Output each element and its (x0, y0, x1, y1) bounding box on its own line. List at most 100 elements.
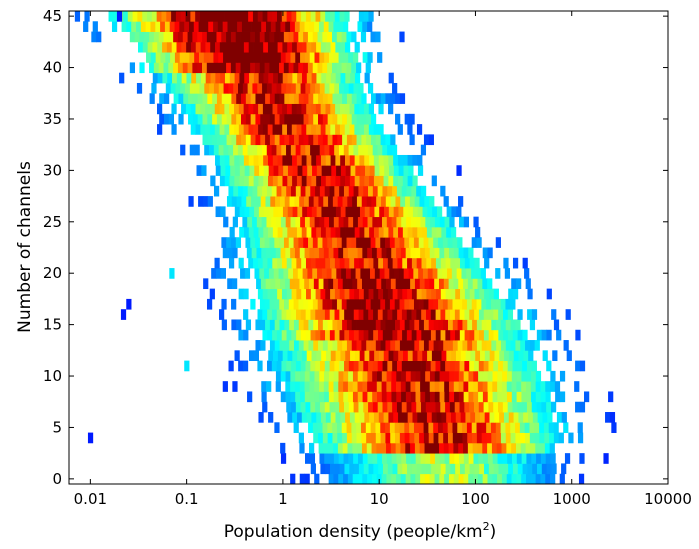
heatmap-cell (379, 165, 385, 176)
heatmap-cell (232, 247, 238, 259)
heatmap-cell (493, 401, 499, 413)
heatmap-cell (263, 175, 269, 187)
heatmap-cell (259, 268, 265, 279)
heatmap-cell (369, 206, 375, 218)
heatmap-cell (232, 381, 238, 392)
heatmap-cell (341, 31, 347, 43)
heatmap-cell (269, 62, 275, 74)
heatmap-cell (314, 391, 320, 403)
heatmap-cell (302, 206, 308, 218)
heatmap-cell (248, 257, 254, 269)
heatmap-cell (506, 391, 513, 403)
heatmap-cell (392, 185, 398, 197)
heatmap-cell (508, 463, 514, 475)
heatmap-cell (280, 52, 287, 63)
heatmap-cell (255, 237, 261, 248)
heatmap-cell (304, 278, 310, 290)
heatmap-cell (270, 278, 276, 290)
heatmap-cell (250, 134, 256, 146)
heatmap-cell (431, 257, 437, 269)
heatmap-cell (264, 268, 270, 279)
heatmap-cell (373, 412, 380, 423)
heatmap-cell (181, 72, 187, 84)
heatmap-cell (339, 82, 345, 94)
heatmap-cell (510, 432, 516, 444)
heatmap-cell (487, 473, 493, 485)
heatmap-cell (248, 226, 255, 238)
heatmap-cell (420, 453, 426, 464)
heatmap-cell (202, 62, 208, 74)
heatmap-cell (413, 298, 420, 310)
heatmap-cell (483, 309, 489, 320)
heatmap-cell (328, 391, 335, 403)
heatmap-cell (380, 237, 386, 248)
heatmap-cell (344, 329, 350, 341)
heatmap-cell (405, 381, 411, 392)
heatmap-cell (243, 288, 249, 300)
heatmap-cell (327, 93, 333, 104)
heatmap-cell (314, 144, 321, 156)
heatmap-cell (324, 453, 330, 464)
heatmap-cell (455, 412, 462, 423)
heatmap-cell (397, 124, 403, 135)
heatmap-cell (470, 412, 476, 423)
heatmap-cell (279, 93, 285, 104)
heatmap-cell (351, 62, 357, 74)
heatmap-cell (391, 473, 397, 485)
heatmap-cell (483, 360, 489, 372)
heatmap-cell (311, 350, 317, 362)
heatmap-cell (441, 412, 447, 423)
heatmap-cell (380, 134, 386, 146)
heatmap-cell (279, 196, 286, 207)
heatmap-cell (239, 72, 245, 84)
heatmap-cell (324, 185, 330, 197)
heatmap-cell (293, 237, 299, 248)
heatmap-cell (236, 134, 242, 146)
heatmap-cell (242, 144, 248, 156)
heatmap-cell (478, 453, 484, 464)
heatmap-cell (318, 432, 324, 444)
heatmap-cell (373, 309, 379, 320)
heatmap-cell (262, 309, 268, 320)
heatmap-cell (333, 52, 339, 63)
heatmap-cell (362, 370, 368, 382)
heatmap-cell (263, 206, 269, 218)
heatmap-cell (338, 453, 344, 464)
heatmap-cell (463, 278, 469, 290)
heatmap-cell (297, 165, 303, 176)
heatmap-cell (298, 237, 304, 248)
heatmap-cell (307, 31, 314, 43)
heatmap-cell (367, 473, 373, 485)
heatmap-cell (440, 309, 446, 320)
heatmap-cell (390, 278, 397, 290)
heatmap-cell (299, 381, 305, 392)
heatmap-cell (390, 340, 396, 351)
heatmap-cell (388, 103, 394, 115)
heatmap-cell (239, 154, 245, 166)
y-tick-label: 10 (43, 367, 62, 385)
heatmap-cell (508, 288, 514, 300)
heatmap-cell (458, 247, 464, 259)
heatmap-cell (311, 103, 317, 115)
y-tick-label: 35 (43, 110, 62, 128)
heatmap-cell (241, 21, 248, 32)
heatmap-cell (385, 196, 392, 207)
heatmap-cell (437, 268, 443, 279)
heatmap-cell (320, 103, 326, 115)
heatmap-cell (482, 391, 489, 403)
heatmap-cell (430, 329, 437, 341)
heatmap-cell (284, 93, 290, 104)
heatmap-cell (439, 216, 445, 228)
heatmap-cell (258, 72, 264, 84)
heatmap-cell (256, 278, 262, 290)
heatmap-cell (336, 62, 342, 74)
heatmap-cell (448, 319, 454, 331)
heatmap-cell (280, 278, 286, 290)
heatmap-cell (535, 442, 541, 454)
heatmap-cell (488, 401, 494, 413)
heatmap-cell (345, 165, 351, 176)
heatmap-cell (500, 319, 507, 331)
heatmap-cell (334, 309, 340, 320)
heatmap-cell (238, 124, 245, 135)
heatmap-cell (469, 329, 475, 341)
